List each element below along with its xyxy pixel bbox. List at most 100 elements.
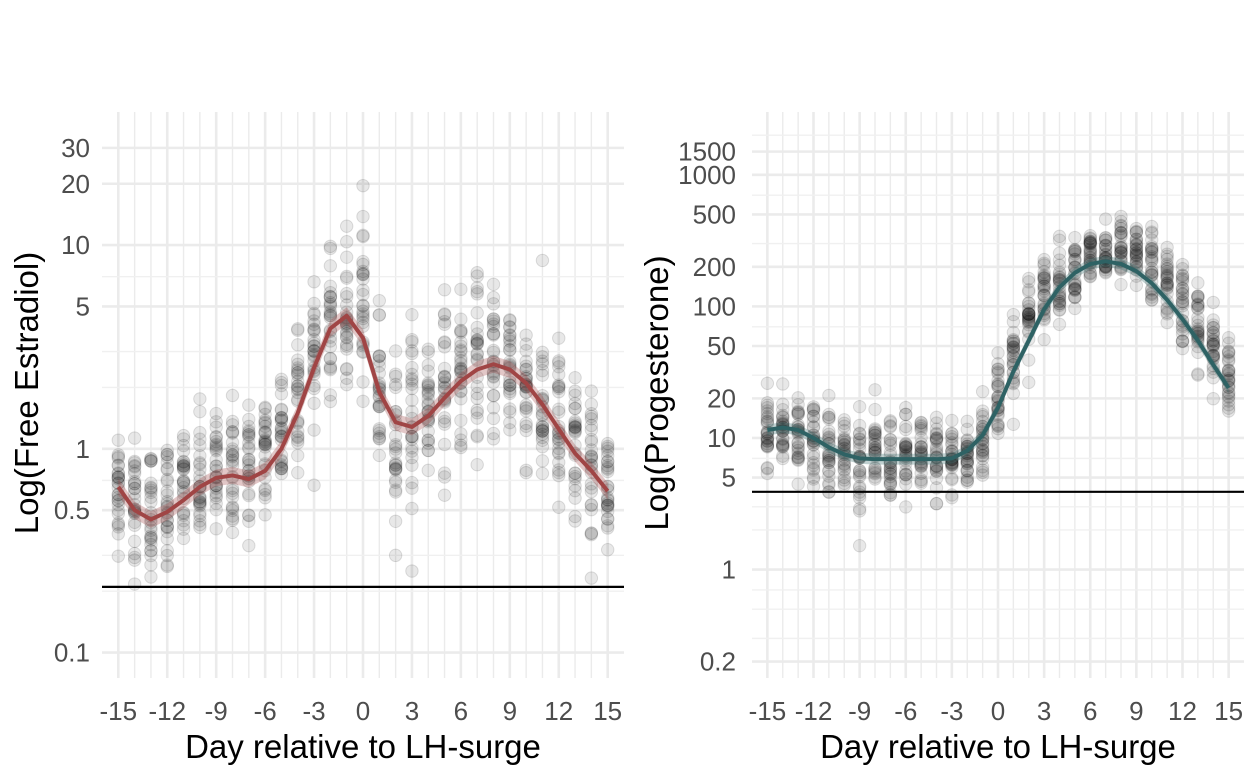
data-point: [470, 403, 484, 417]
data-point: [160, 472, 174, 487]
data-point: [1114, 228, 1128, 243]
data-point: [1022, 311, 1036, 325]
data-point: [535, 427, 550, 442]
data-point: [405, 458, 419, 472]
data-point: [837, 419, 851, 433]
data-point: [929, 434, 944, 448]
data-point: [323, 351, 338, 366]
data-point: [1037, 288, 1051, 302]
data-point: [144, 495, 158, 509]
data-point: [914, 466, 928, 480]
data-point: [193, 496, 207, 510]
data-point: [454, 339, 468, 353]
data-point: [975, 468, 990, 482]
data-point: [975, 439, 990, 454]
data-point: [568, 370, 582, 385]
data-point: [1145, 290, 1159, 304]
data-point: [1022, 307, 1036, 321]
data-point: [1068, 244, 1082, 259]
data-point: [760, 461, 775, 476]
data-point: [535, 357, 550, 371]
data-point: [929, 440, 944, 454]
data-point: [1022, 307, 1036, 321]
data-point: [1068, 290, 1082, 304]
data-point: [852, 501, 867, 516]
data-point: [486, 366, 501, 381]
data-point: [437, 369, 452, 383]
data-point: [470, 457, 484, 472]
data-point: [405, 335, 419, 349]
data-point: [1160, 276, 1174, 290]
data-point: [209, 442, 223, 456]
data-point: [868, 440, 882, 455]
data-point: [421, 396, 435, 411]
data-point: [242, 508, 256, 522]
data-point: [584, 423, 599, 437]
data-point: [144, 530, 158, 545]
data-point: [193, 490, 207, 505]
data-point: [209, 420, 223, 434]
data-point: [291, 323, 305, 337]
data-point: [144, 533, 158, 547]
data-point: [258, 425, 272, 440]
y-axis-title: Log(Progesterone): [638, 255, 675, 530]
data-point: [945, 426, 959, 441]
data-point: [584, 384, 599, 398]
data-point: [144, 481, 158, 495]
data-point: [914, 473, 928, 487]
data-point: [806, 409, 821, 424]
data-point: [868, 422, 882, 436]
data-point: [822, 412, 836, 426]
data-point: [193, 449, 207, 463]
data-point: [111, 451, 126, 465]
data-point: [258, 440, 272, 454]
data-point: [209, 502, 223, 517]
data-point: [1068, 283, 1082, 297]
data-point: [421, 398, 435, 412]
data-point: [776, 439, 790, 454]
data-point: [822, 451, 836, 465]
data-point: [1175, 262, 1190, 276]
data-point: [503, 313, 517, 327]
data-point: [883, 432, 898, 447]
data-point: [600, 498, 615, 513]
data-point: [470, 334, 484, 348]
data-point: [929, 442, 944, 456]
data-point: [486, 326, 501, 341]
data-point: [1006, 343, 1021, 358]
data-point: [1022, 309, 1036, 323]
data-point: [1160, 281, 1174, 296]
data-point: [209, 438, 223, 453]
data-point: [1052, 229, 1067, 244]
data-point: [1221, 353, 1236, 367]
data-point: [868, 383, 882, 397]
data-point: [552, 378, 566, 392]
data-point: [1129, 242, 1144, 257]
data-point: [470, 379, 484, 394]
data-point: [193, 457, 207, 471]
data-point: [111, 518, 126, 532]
data-point: [437, 336, 452, 350]
y-tick-label: 1: [722, 555, 736, 585]
data-point: [1129, 225, 1144, 239]
data-point: [1160, 267, 1174, 281]
data-point: [144, 454, 158, 468]
data-point: [868, 442, 882, 457]
data-point: [209, 496, 223, 511]
data-point: [144, 570, 158, 584]
data-point: [600, 512, 615, 526]
data-point: [1206, 326, 1220, 340]
data-point: [372, 349, 387, 363]
data-point: [339, 324, 354, 339]
data-point: [1145, 250, 1159, 264]
data-point: [209, 459, 223, 473]
data-point: [837, 423, 851, 438]
data-point: [1160, 271, 1174, 285]
data-point: [388, 548, 403, 563]
data-point: [225, 490, 240, 505]
data-point: [945, 471, 959, 486]
data-point: [519, 419, 533, 433]
data-point: [868, 437, 882, 452]
data-point: [356, 394, 370, 408]
